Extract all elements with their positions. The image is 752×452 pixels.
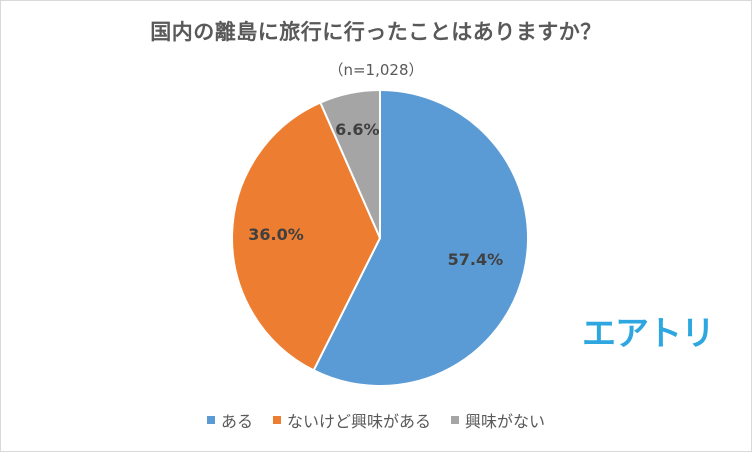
legend-item-not-interested: 興味がない [451,408,545,432]
legend-swatch-not-interested [451,416,459,424]
pie-slice-interested [231,101,382,372]
legend-label-interested: ないけど興味がある [286,412,431,431]
pie-label-not-interested: 6.6% [335,120,379,139]
legend-label-not-interested: 興味がない [465,412,546,431]
legend-swatch-aru [206,416,215,424]
legend-item-interested: ないけど興味がある [272,408,431,432]
pie-slice-not-interested [319,88,381,239]
pie-label-aru: 57.4% [448,250,504,269]
legend-item-aru: ある [206,408,253,432]
pie-slice-aru [312,88,529,387]
airtrip-logo: エアトリ [582,314,715,354]
pie-label-interested: 36.0% [248,225,304,244]
legend-label-aru: ある [220,412,253,431]
chart-subtitle: （n=1,028） [328,61,424,79]
chart-legend: ある ないけど興味がある 興味がない [0,408,752,432]
legend-swatch-interested [272,416,281,424]
chart-title: 国内の離島に旅行に行ったことはありますか？ [150,20,602,44]
